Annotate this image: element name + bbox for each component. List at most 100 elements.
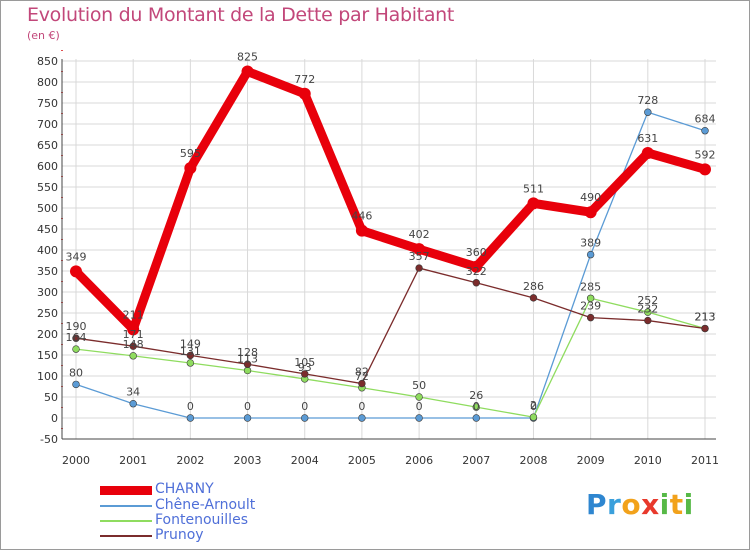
data-point <box>355 224 368 237</box>
x-tick-label: 2011 <box>691 454 719 467</box>
data-point <box>472 414 480 422</box>
data-label: 592 <box>695 148 716 161</box>
x-tick-label: 2003 <box>234 454 262 467</box>
data-point <box>129 342 137 350</box>
y-tick-label: 50 <box>44 391 58 404</box>
data-label: 232 <box>637 303 658 316</box>
data-point <box>358 379 366 388</box>
x-tick-label: 2008 <box>519 454 547 467</box>
series-line-ch-ne-arnoult <box>75 111 706 419</box>
data-label: 360 <box>466 246 487 259</box>
data-point <box>641 146 654 159</box>
x-tick-label: 2001 <box>119 454 147 467</box>
data-point <box>186 414 195 422</box>
logo-letter: r <box>607 488 622 521</box>
data-label: 113 <box>237 353 258 366</box>
y-tick-label: 450 <box>37 223 58 236</box>
data-point <box>301 370 309 378</box>
data-label: 50 <box>412 379 426 392</box>
data-label: 286 <box>523 280 544 293</box>
data-point <box>644 308 652 316</box>
x-tick-label: 2004 <box>291 454 319 467</box>
data-label: 825 <box>237 51 258 64</box>
data-point <box>415 264 423 272</box>
data-point <box>586 250 595 259</box>
data-label: 82 <box>355 366 369 379</box>
y-tick-label: 500 <box>37 202 58 215</box>
series-line-fontenouilles <box>75 297 706 418</box>
data-label: 239 <box>580 300 601 313</box>
data-point <box>129 400 137 408</box>
data-label: 34 <box>126 386 140 399</box>
data-label: 131 <box>180 345 201 358</box>
data-point <box>243 414 252 422</box>
data-point <box>186 359 195 367</box>
data-label: 171 <box>123 328 144 341</box>
y-tick-label: 650 <box>37 139 58 152</box>
logo-letter: P <box>586 488 608 521</box>
x-tick-label: 2002 <box>176 454 204 467</box>
y-tick-label: 850 <box>37 55 58 68</box>
data-point <box>699 163 711 176</box>
data-label: 0 <box>358 400 365 413</box>
data-point <box>301 414 309 422</box>
data-label: 684 <box>695 113 716 126</box>
data-point <box>243 360 252 368</box>
chart-title: Evolution du Montant de la Dette par Hab… <box>27 4 455 26</box>
y-tick-label: 800 <box>37 76 58 89</box>
data-point <box>472 403 480 411</box>
y-tick-label: 150 <box>37 349 58 362</box>
data-label: 213 <box>695 311 716 324</box>
unit-label: (en €) <box>27 29 60 42</box>
data-point <box>586 313 595 322</box>
data-point <box>701 324 709 333</box>
data-point <box>470 260 483 273</box>
gridlines <box>62 59 716 440</box>
data-label: 0 <box>187 400 194 413</box>
data-point <box>129 352 137 360</box>
legend-swatch <box>100 485 152 495</box>
data-label: 349 <box>66 250 87 263</box>
data-point <box>529 413 538 421</box>
data-point <box>586 294 595 302</box>
series-line-prunoy <box>75 267 706 385</box>
data-label: 0 <box>301 400 308 413</box>
data-label: 164 <box>66 331 87 344</box>
data-label: 0 <box>530 400 537 413</box>
data-label: 2 <box>530 399 537 412</box>
y-tick-label: 700 <box>37 118 58 131</box>
data-label: 149 <box>180 337 201 350</box>
data-label: 511 <box>523 182 544 195</box>
data-label: 190 <box>66 320 87 333</box>
series-line-charny <box>71 67 710 334</box>
y-tick-label: 250 <box>37 307 58 320</box>
data-label: 252 <box>637 294 658 307</box>
data-label: 80 <box>69 366 83 379</box>
data-label: 0 <box>244 400 251 413</box>
data-point <box>644 108 652 116</box>
data-label: 0 <box>473 400 480 413</box>
data-label: 389 <box>580 237 601 250</box>
y-tick-label: 300 <box>37 286 58 299</box>
data-label: 446 <box>351 210 372 223</box>
data-point <box>413 243 426 256</box>
data-point <box>243 366 252 375</box>
legend-swatch <box>100 505 152 507</box>
data-label: 105 <box>294 356 315 369</box>
x-tick-label: 2006 <box>405 454 433 467</box>
y-tick-label: 550 <box>37 181 58 194</box>
data-label: 772 <box>294 73 315 86</box>
data-point <box>298 87 311 100</box>
logo-letter: o <box>621 488 642 521</box>
data-point <box>186 351 195 360</box>
data-label: 285 <box>580 280 601 293</box>
data-label: 728 <box>637 94 658 107</box>
data-label: 148 <box>123 338 144 351</box>
proxiti-logo: Proxiti <box>586 488 694 521</box>
x-tick-label: 2010 <box>634 454 662 467</box>
series-lines <box>70 65 711 422</box>
data-point <box>529 294 538 302</box>
data-labels: 349 211 595 825 772 446 402 360 511 490 631 592 80 34… <box>66 51 716 414</box>
data-point <box>415 414 423 422</box>
logo-letter: i <box>659 488 670 521</box>
